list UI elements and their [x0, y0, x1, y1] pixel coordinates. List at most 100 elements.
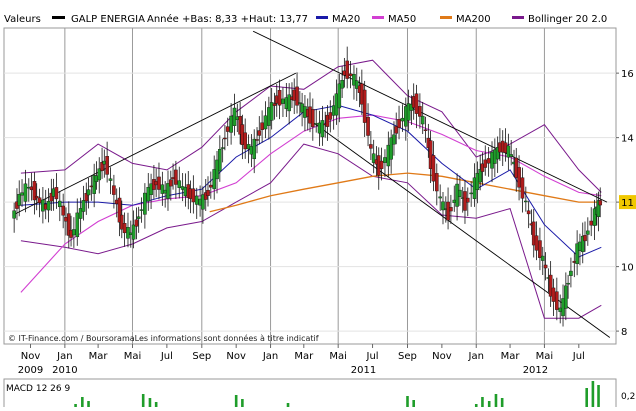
bollinger-upper-line	[20, 59, 602, 193]
candle-body-93	[277, 90, 282, 106]
candle-body-73	[220, 147, 225, 149]
candle-body-74	[223, 137, 227, 140]
candle-body-114	[337, 83, 342, 109]
candle-body-186	[543, 264, 548, 269]
candle-body-130	[383, 157, 387, 163]
candle-body-182	[531, 221, 536, 246]
candle-body-22	[75, 212, 80, 238]
macd-bar-12	[481, 397, 484, 407]
macd-bar-7	[241, 399, 244, 407]
candle-body-26	[86, 189, 91, 196]
y-tick-label-10: 10	[621, 263, 634, 274]
legend-swatch-3	[512, 16, 524, 19]
candle-body-174	[509, 154, 513, 157]
macd-frame	[3, 378, 617, 410]
macd-bar-18	[597, 385, 600, 407]
x-tick-label-3: Mai	[124, 351, 142, 362]
candle-body-142	[418, 106, 422, 117]
year-range: Année +Bas: 8,33 +Haut: 13,77	[147, 13, 308, 25]
candle-body-134	[394, 126, 399, 134]
legend-label-1: MA50	[388, 14, 416, 25]
y-tick-label-14: 14	[621, 134, 634, 145]
macd-histogram	[74, 381, 600, 407]
candle-body-76	[229, 115, 233, 133]
candle-body-35	[112, 185, 116, 195]
candle-body-70	[212, 169, 216, 190]
macd-bar-11	[474, 404, 478, 407]
candle-body-45	[139, 209, 144, 211]
copyright-notice: © IT-Finance.com / BoursoramaLes informa…	[8, 333, 319, 343]
candle-body-2	[17, 194, 22, 206]
candle-body-125	[369, 144, 373, 149]
year-label-2010: 2010	[52, 365, 77, 376]
candle-body-55	[169, 179, 173, 187]
macd-bar-4	[148, 398, 152, 407]
candle-body-185	[540, 255, 545, 261]
current-price-value: 11	[621, 198, 634, 209]
x-tick-label-8: Mar	[294, 351, 314, 362]
candle-body-111	[328, 112, 333, 120]
legend-label-2: MA200	[456, 14, 491, 25]
candle-body-123	[362, 89, 367, 123]
current-price-marker: 11	[619, 195, 636, 210]
candle-body-189	[551, 287, 556, 302]
candle-body-88	[263, 115, 268, 130]
candle-body-75	[225, 126, 230, 132]
ticker-name: GALP ENERGIA	[71, 14, 145, 25]
bollinger-lower-line	[20, 143, 602, 319]
candle-body-166	[486, 158, 491, 164]
candle-body-100	[298, 102, 302, 104]
candle-body-15	[54, 187, 59, 200]
candle-body-203	[592, 208, 597, 226]
x-tick-label-5: Sep	[192, 351, 211, 362]
x-tick-label-0: Nov	[21, 351, 41, 362]
candle-body-106	[314, 123, 318, 125]
candle-body-183	[534, 235, 539, 251]
y-tick-label-16: 16	[621, 69, 634, 80]
candle-body-165	[483, 159, 488, 168]
candle-body-184	[538, 240, 542, 258]
candle-body-148	[434, 173, 439, 192]
macd-label: MACD 12 26 9	[6, 384, 70, 394]
candle-body-108	[320, 120, 325, 138]
candle-body-68	[206, 189, 210, 196]
candle-body-39	[122, 223, 127, 234]
plot-frame	[3, 27, 617, 345]
x-tick-label-4: Jul	[160, 351, 173, 362]
candle-body-46	[143, 192, 147, 215]
candle-body-42	[131, 224, 136, 240]
macd-bar-6	[234, 395, 238, 407]
candle-body-138	[406, 103, 411, 121]
candle-body-8	[34, 195, 39, 199]
candle-body-72	[218, 149, 222, 172]
candle-body-66	[201, 194, 205, 210]
candle-body-58	[177, 180, 182, 188]
current-price-box	[619, 195, 636, 210]
x-tick-label-6: Nov	[226, 351, 246, 362]
candle-body-3	[20, 192, 24, 196]
chart-header: Valeurs GALP ENERGIA Année +Bas: 8,33 +H…	[0, 0, 636, 26]
candle-body-133	[392, 134, 396, 145]
candle-body-81	[243, 132, 247, 150]
x-tick-label-15: Mai	[536, 351, 554, 362]
macd-bar-8	[286, 403, 290, 407]
candle-body-91	[272, 103, 277, 106]
x-tick-label-1: Jan	[56, 351, 72, 362]
candle-body-84	[252, 138, 257, 160]
candle-body-129	[379, 160, 384, 169]
candle-body-132	[389, 137, 393, 160]
candle-body-206	[598, 200, 603, 206]
candle-body-34	[108, 178, 113, 181]
candle-body-110	[325, 114, 330, 127]
macd-bar-3	[141, 394, 145, 407]
candle-body-19	[67, 213, 71, 236]
indicator-legend: MA20 MA50 MA200 Bollinger 20 2.0	[316, 14, 607, 25]
candle-body-180	[526, 210, 531, 215]
candle-body-197	[575, 243, 579, 265]
candle-body-54	[166, 183, 170, 199]
candle-body-33	[105, 156, 109, 175]
x-tick-label-16: Jul	[572, 351, 585, 362]
candle-body-16	[57, 200, 62, 208]
candle-body-177	[517, 167, 521, 188]
